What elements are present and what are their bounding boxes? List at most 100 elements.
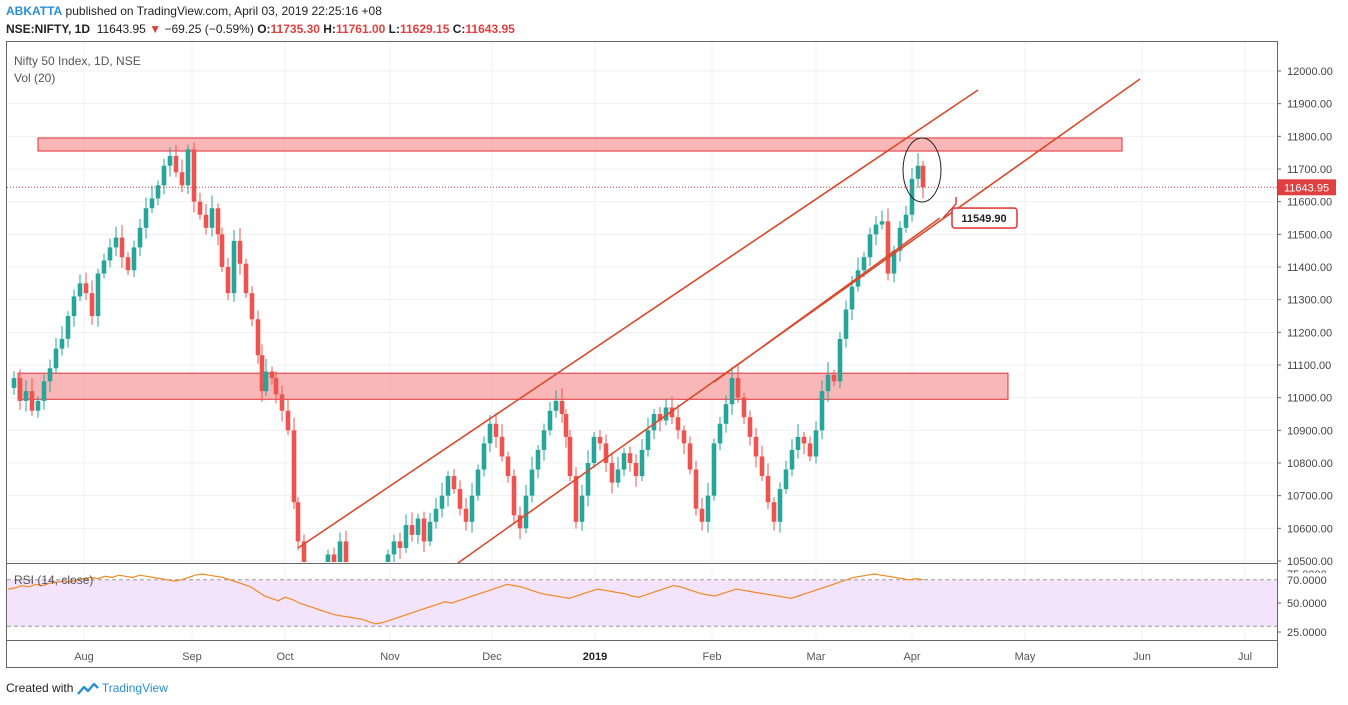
candle-body (457, 489, 463, 509)
candle-body (559, 400, 565, 414)
candle-body (585, 463, 591, 496)
x-tick-label: Nov (380, 651, 400, 663)
high-label: H: (323, 22, 336, 36)
candle-body (291, 430, 297, 503)
candle-body (609, 463, 615, 483)
candle-body (541, 430, 547, 450)
down-arrow-icon: ▼ (149, 22, 162, 36)
x-tick-label: Jul (1238, 651, 1252, 663)
candle-body (717, 423, 723, 444)
candle-body (149, 198, 155, 209)
y-tick-label: 11800.00 (1287, 131, 1332, 143)
candle-body (237, 240, 243, 264)
x-tick-label: Aug (74, 651, 94, 663)
candle-body (385, 554, 391, 562)
candle-body (867, 234, 873, 258)
candle-body (83, 283, 89, 294)
rsi-last-tag (1278, 572, 1336, 587)
candle-body (285, 410, 291, 431)
axes: Aug Sep Oct Nov Dec 2019 Feb Mar Apr May Jun Jul 120… (6, 41, 1336, 668)
candle-body (29, 391, 35, 411)
candle-body (493, 423, 499, 437)
candle-body (765, 476, 771, 503)
y-tick-label: 10900.00 (1287, 425, 1333, 437)
candle-body (23, 391, 29, 401)
candle-body (89, 293, 95, 316)
candle-body (209, 208, 215, 228)
y-tick-label: 11500.00 (1287, 229, 1332, 241)
rsi-legend[interactable]: RSI (14, close) (14, 573, 94, 587)
x-tick-label: 2019 (583, 651, 607, 663)
candle-body (215, 208, 221, 235)
author-name[interactable]: ABKATTA (6, 4, 63, 18)
y-tick-label: 11300.00 (1287, 295, 1332, 307)
close-label: C: (452, 22, 466, 36)
candle-body (131, 247, 137, 271)
annotation-label: 11549.90 (961, 213, 1006, 225)
candle-body (511, 476, 517, 516)
candle-body (35, 400, 41, 411)
candle-body (861, 257, 867, 271)
candle-body (657, 414, 663, 421)
candle-body (137, 227, 143, 248)
candle-body (547, 410, 553, 431)
candle-body (409, 525, 415, 535)
tradingview-brand[interactable]: TradingView (101, 681, 168, 695)
candle-body (101, 260, 107, 274)
chart-border (6, 41, 1278, 668)
candle-body (487, 423, 493, 444)
candle-body (481, 443, 487, 470)
candle-body (41, 381, 47, 401)
low-label: L: (388, 22, 400, 36)
y-tick-label: 11400.00 (1287, 262, 1332, 274)
trendline (297, 89, 979, 549)
footer: Created with TradingView (6, 681, 168, 696)
candle-body (669, 407, 675, 418)
candle-body (231, 240, 237, 294)
candle-body (729, 378, 735, 405)
candle-body (77, 283, 83, 297)
symbol-label: NSE:NIFTY, 1D (6, 22, 91, 36)
candle-body (433, 508, 439, 522)
y-tick-label: 11000.00 (1287, 393, 1332, 405)
candle-body (95, 273, 101, 316)
candle-body (915, 165, 921, 179)
rsi-tick-label: 25.0000 (1287, 627, 1327, 639)
y-tick-label: 10500.00 (1287, 556, 1333, 568)
candle-body (161, 165, 167, 186)
candle-body (451, 476, 457, 490)
rsi-band (7, 579, 1277, 627)
candle-body (119, 237, 125, 258)
candle-body (621, 453, 627, 470)
candle-body (681, 430, 687, 444)
candle-body (259, 355, 265, 392)
candle-body (185, 149, 191, 186)
candle-body (517, 515, 523, 529)
y-tick-label: 11100.00 (1287, 360, 1331, 372)
candle-body (645, 430, 651, 450)
candle-body (563, 414, 569, 437)
rsi-tick-label: 50.0000 (1287, 598, 1327, 610)
candle-body (873, 224, 879, 235)
last-price-tag (1278, 179, 1336, 196)
candle-body (627, 453, 633, 463)
candle-body (747, 417, 753, 437)
candle-body (885, 221, 891, 274)
low-value: 11629.15 (400, 22, 450, 36)
candle-body (113, 237, 119, 248)
volume-legend[interactable]: Vol (20) (14, 71, 56, 85)
last-price: 11643.95 (96, 22, 146, 36)
candle-body (771, 502, 777, 522)
candle-body (723, 404, 729, 424)
series-title[interactable]: Nifty 50 Index, 1D, NSE (14, 54, 141, 68)
y-tick-label: 11200.00 (1287, 327, 1332, 339)
candle-body (807, 443, 813, 457)
candle-body (523, 495, 529, 529)
candle-body (53, 348, 59, 369)
candle-body (505, 456, 511, 477)
candle-body (255, 319, 261, 356)
candle-body (331, 554, 337, 562)
candle-body (699, 508, 705, 522)
candle-body (343, 541, 349, 562)
